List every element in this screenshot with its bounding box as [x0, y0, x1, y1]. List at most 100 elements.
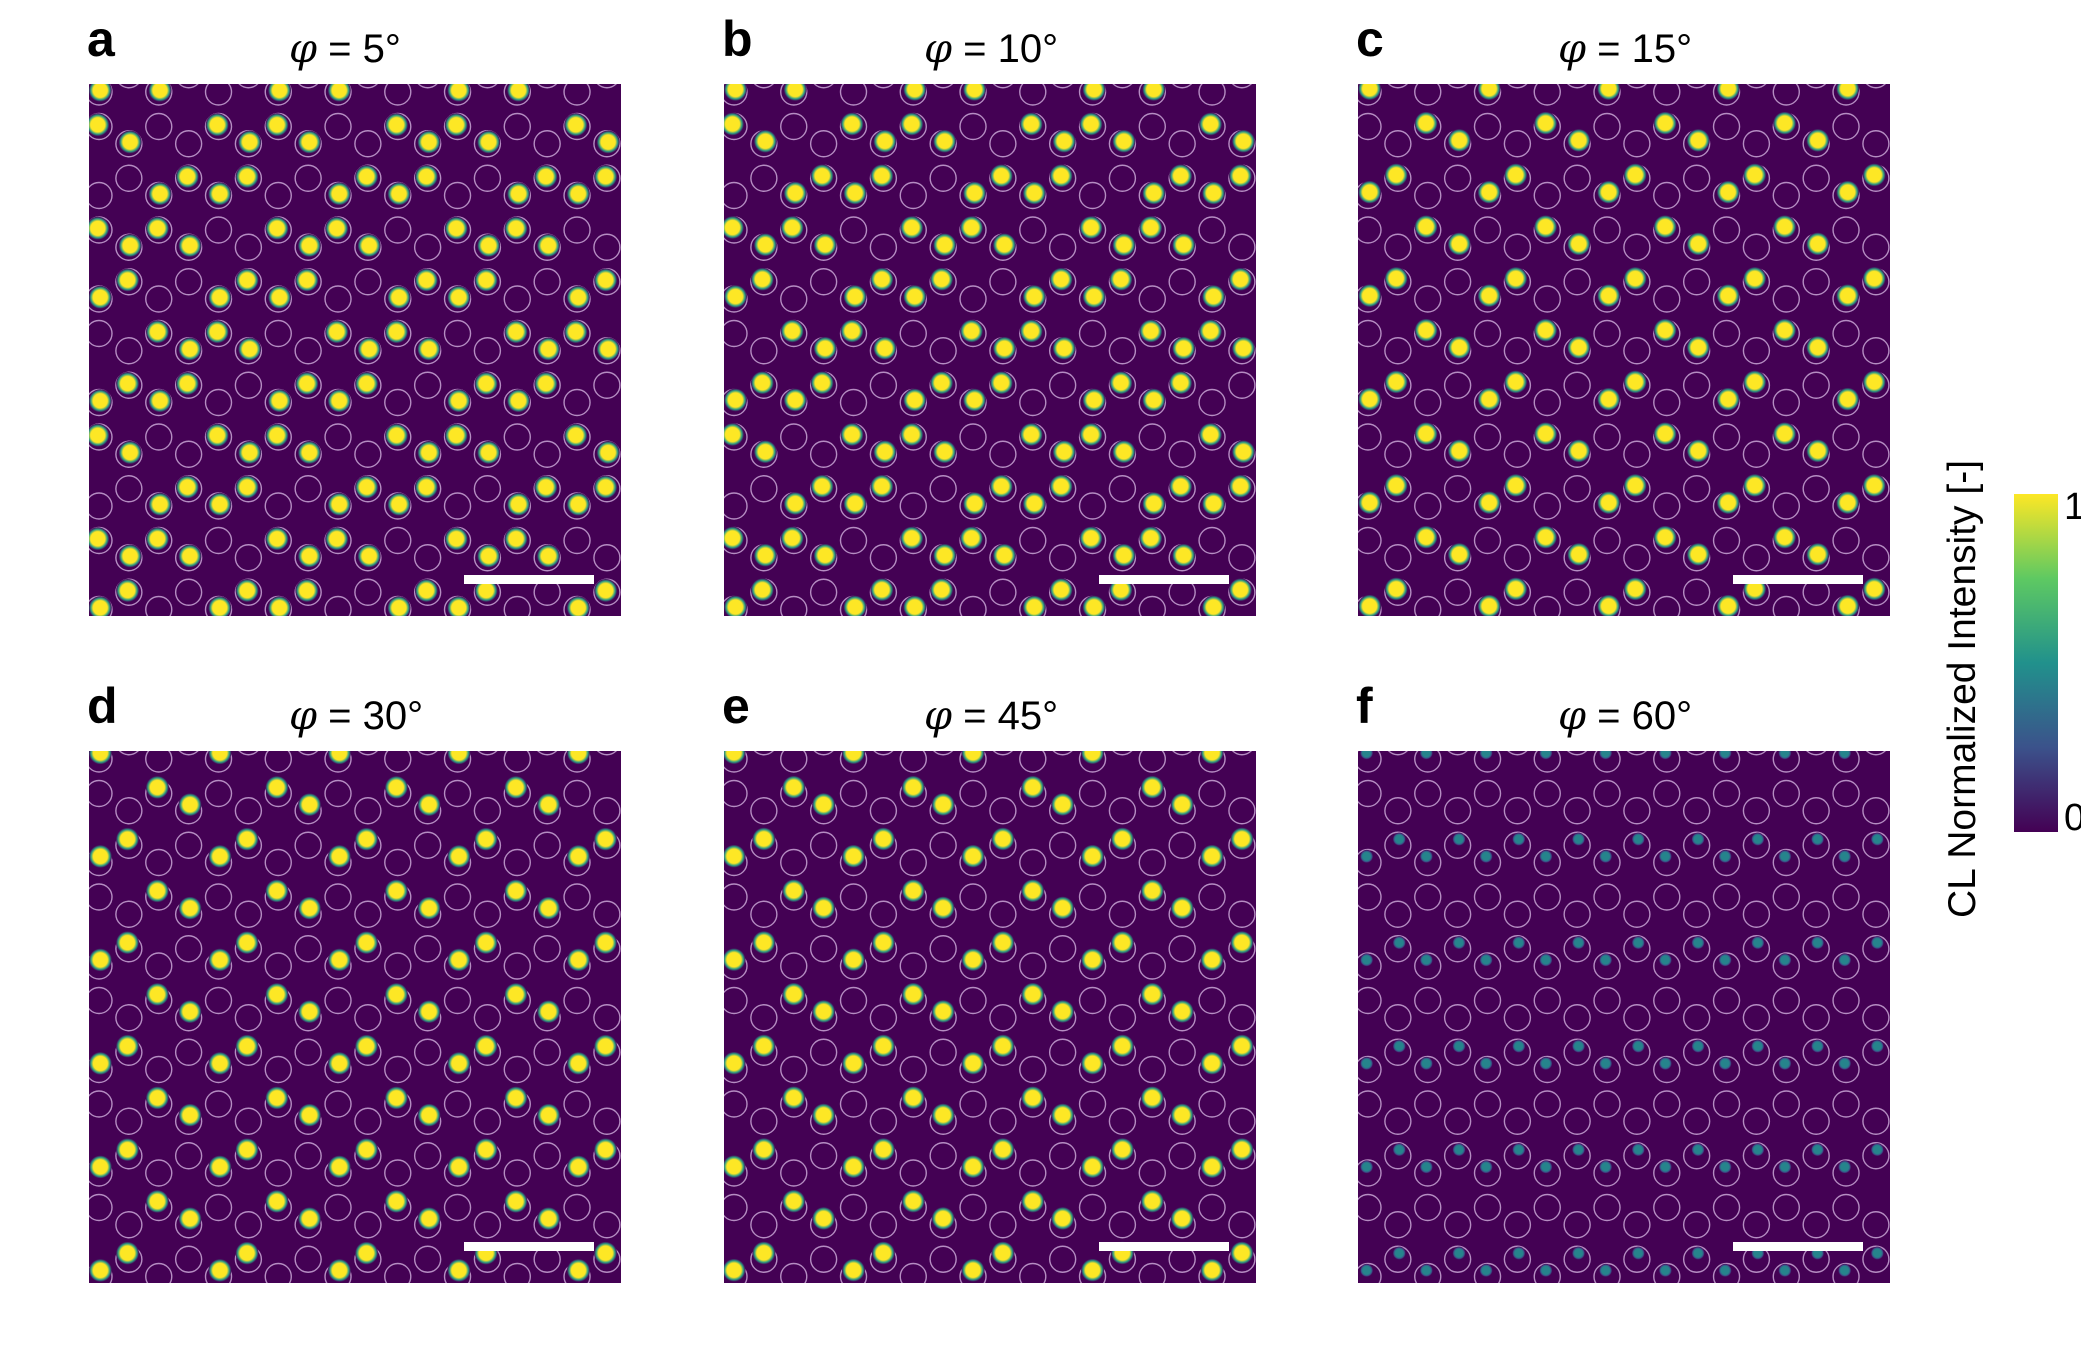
site-ring: [1623, 900, 1651, 928]
cl-spot: [931, 1206, 955, 1230]
cl-spot: [596, 441, 620, 465]
site-ring: [1198, 1193, 1226, 1222]
site-ring: [839, 84, 868, 106]
cl-spot: [991, 827, 1015, 851]
cl-spot: [752, 1034, 776, 1058]
cl-spot: [235, 268, 259, 292]
cl-spot: [1358, 180, 1382, 204]
site-ring: [264, 319, 292, 348]
cl-spot: [1658, 1263, 1672, 1277]
site-ring: [417, 84, 438, 89]
cl-spot: [355, 165, 379, 189]
site-ring: [1862, 337, 1890, 365]
cl-spot: [782, 982, 806, 1006]
cl-spot: [303, 84, 311, 85]
site-ring: [1742, 544, 1771, 572]
cl-spot: [1384, 266, 1408, 290]
site-ring: [1832, 319, 1860, 348]
site-ring: [959, 595, 987, 616]
site-ring: [1138, 848, 1166, 877]
cl-spot: [782, 775, 806, 799]
site-ring: [1019, 1262, 1047, 1283]
cl-spot: [325, 320, 349, 344]
site-ring: [1712, 986, 1741, 1015]
site-ring: [1443, 1245, 1472, 1273]
cl-spot: [1567, 232, 1591, 256]
cl-spot: [178, 896, 202, 920]
cl-spot: [1230, 930, 1254, 954]
panel-title: φ = 5°: [289, 29, 401, 69]
cl-spot: [146, 216, 170, 240]
site-ring: [899, 319, 927, 348]
site-ring: [354, 1107, 382, 1135]
cl-spot: [1360, 751, 1374, 760]
cl-spot: [536, 234, 560, 258]
cl-spot: [1021, 775, 1045, 799]
cl-spot: [961, 751, 985, 765]
cl-spot: [1534, 111, 1558, 135]
site-ring: [1503, 1038, 1532, 1066]
cl-spot: [724, 84, 747, 102]
angle-text: = 15°: [1586, 27, 1693, 71]
site-ring: [1533, 883, 1561, 911]
cl-spot: [118, 441, 142, 465]
site-ring: [1048, 1142, 1077, 1170]
site-ring: [750, 1211, 778, 1239]
cl-spot: [1691, 1039, 1705, 1053]
site-ring: [324, 84, 352, 106]
cl-spot: [812, 999, 836, 1023]
site-ring: [1019, 1159, 1047, 1187]
cl-spot: [507, 389, 531, 413]
cl-spot: [384, 982, 408, 1006]
site-ring: [750, 337, 778, 365]
site-ring: [1473, 1262, 1502, 1283]
site-ring: [1414, 84, 1442, 106]
cl-spot: [265, 216, 289, 240]
site-ring: [563, 883, 591, 911]
cl-spot: [813, 233, 837, 257]
cl-spot: [1862, 370, 1886, 394]
site-ring: [413, 233, 442, 261]
site-ring: [1138, 1159, 1166, 1187]
site-ring: [1138, 1055, 1166, 1084]
site-ring: [989, 900, 1017, 928]
site-ring: [264, 1159, 292, 1187]
cl-spot: [1051, 792, 1075, 816]
cl-spot: [355, 475, 379, 499]
cl-spot: [1049, 267, 1073, 291]
site-ring: [1414, 1262, 1442, 1283]
site-ring: [1806, 84, 1827, 89]
cl-spot: [205, 113, 229, 137]
site-ring: [298, 751, 319, 756]
cl-spot: [1599, 1263, 1613, 1277]
site-ring: [443, 492, 472, 520]
cl-spot: [238, 337, 262, 361]
cl-spot: [1539, 1160, 1553, 1174]
cl-spot: [1140, 1189, 1164, 1213]
site-ring: [1443, 1107, 1472, 1135]
cl-spot: [810, 371, 834, 395]
site-ring: [1384, 1245, 1412, 1273]
cl-spot: [417, 337, 441, 361]
site-ring: [1473, 84, 1502, 106]
cl-spot: [355, 372, 379, 396]
site-ring: [1414, 1193, 1442, 1222]
cl-spot: [1231, 440, 1255, 464]
cl-spot: [235, 579, 259, 603]
site-ring: [1443, 1038, 1472, 1066]
cl-spot: [870, 474, 894, 498]
site-ring: [1533, 779, 1561, 808]
site-ring: [443, 986, 472, 1015]
site-ring: [780, 423, 808, 451]
site-ring: [1503, 1211, 1532, 1239]
cl-spot: [1653, 215, 1677, 239]
site-ring: [503, 423, 531, 451]
cl-spot: [1384, 473, 1408, 497]
site-ring: [989, 578, 1017, 606]
cl-spot: [1051, 1206, 1075, 1230]
site-ring: [1772, 779, 1800, 808]
cl-spot: [1139, 216, 1163, 240]
site-ring: [1712, 112, 1741, 141]
cl-spot: [1447, 439, 1471, 463]
site-ring: [473, 475, 502, 503]
